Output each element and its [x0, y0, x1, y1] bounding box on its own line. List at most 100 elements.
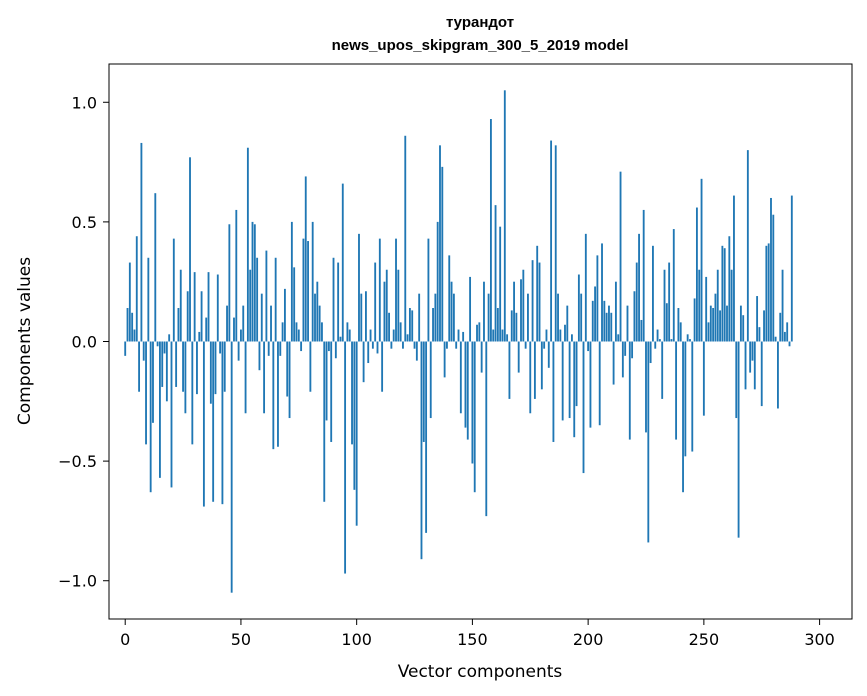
- bar: [612, 341, 615, 385]
- bar: [177, 308, 180, 342]
- bar: [744, 341, 747, 390]
- bar: [527, 293, 529, 342]
- bar: [707, 322, 710, 342]
- bar: [677, 308, 680, 342]
- bar: [635, 262, 638, 342]
- x-tick-label: 250: [689, 630, 720, 649]
- x-tick-label: 150: [457, 630, 488, 649]
- y-tick-label: 0.0: [72, 333, 97, 352]
- bar: [133, 329, 136, 342]
- bar: [566, 305, 569, 342]
- bar: [737, 341, 740, 538]
- x-axis-ticks: 0 50 100 150 200 250 300: [120, 619, 835, 649]
- bar: [293, 267, 296, 342]
- bar: [640, 319, 643, 342]
- bar: [425, 341, 428, 533]
- bar: [728, 236, 731, 342]
- bar: [709, 305, 712, 342]
- bar: [448, 255, 451, 342]
- bar: [760, 341, 763, 407]
- bar: [788, 341, 791, 347]
- bar: [531, 260, 534, 342]
- bar: [786, 322, 789, 342]
- bar: [295, 322, 298, 342]
- bar: [483, 281, 485, 342]
- bar: [145, 341, 147, 445]
- bar: [751, 341, 754, 361]
- bar: [580, 293, 583, 342]
- bar: [436, 221, 439, 342]
- bar: [126, 308, 129, 342]
- x-tick-label: 200: [573, 630, 604, 649]
- bar: [589, 341, 592, 428]
- y-axis-ticks: −1.0 −0.5 0.0 0.5 1.0: [58, 93, 109, 591]
- bar: [334, 341, 337, 359]
- bar: [758, 327, 761, 342]
- bar: [346, 322, 349, 342]
- bar: [186, 291, 189, 342]
- bar: [610, 312, 613, 342]
- bar: [172, 238, 175, 342]
- bar: [290, 221, 293, 342]
- x-tick-label: 0: [120, 630, 130, 649]
- bar: [233, 317, 235, 342]
- bar: [489, 119, 492, 342]
- bar: [240, 329, 242, 342]
- bar: [175, 341, 178, 387]
- bar: [756, 296, 759, 342]
- bar: [496, 308, 499, 342]
- bar: [663, 269, 666, 342]
- bar: [469, 276, 472, 342]
- bar: [392, 329, 395, 342]
- bar: [545, 329, 548, 342]
- bar: [668, 262, 671, 342]
- bar: [561, 341, 564, 421]
- bar: [649, 341, 652, 364]
- bar: [571, 334, 573, 342]
- bar: [360, 293, 363, 342]
- bar: [330, 341, 333, 442]
- bar: [603, 300, 606, 342]
- bar: [404, 135, 407, 342]
- bar: [256, 257, 259, 342]
- bar: [517, 341, 520, 373]
- bar: [258, 341, 261, 371]
- bar: [339, 336, 342, 342]
- bar: [281, 322, 284, 342]
- bar: [621, 341, 624, 378]
- bar: [672, 229, 675, 342]
- bar: [712, 308, 715, 342]
- bar: [443, 341, 446, 378]
- bar: [196, 341, 198, 395]
- bar: [665, 303, 668, 342]
- bar: [128, 262, 131, 342]
- bar: [478, 322, 481, 342]
- bar: [790, 195, 793, 342]
- bar: [774, 336, 777, 342]
- bar: [702, 341, 705, 416]
- bar: [452, 293, 455, 342]
- bar: [219, 341, 222, 354]
- bar: [367, 341, 370, 364]
- bar: [506, 334, 509, 342]
- bar: [309, 341, 312, 392]
- y-axis-label: Components values: [15, 257, 35, 425]
- bar: [642, 209, 645, 342]
- bar: [619, 171, 622, 342]
- bar: [397, 269, 400, 342]
- bar: [279, 341, 282, 356]
- bar: [767, 243, 770, 342]
- bar: [693, 298, 696, 342]
- bar: [577, 274, 580, 342]
- bar: [494, 205, 497, 342]
- bar: [457, 329, 460, 342]
- bar: [501, 329, 504, 342]
- bar: [746, 150, 749, 342]
- bar: [624, 341, 627, 356]
- bar: [182, 341, 184, 392]
- bar: [147, 257, 150, 342]
- y-tick-label: −0.5: [58, 452, 97, 471]
- bar: [355, 341, 358, 526]
- bar: [582, 341, 585, 474]
- bar: [719, 310, 721, 342]
